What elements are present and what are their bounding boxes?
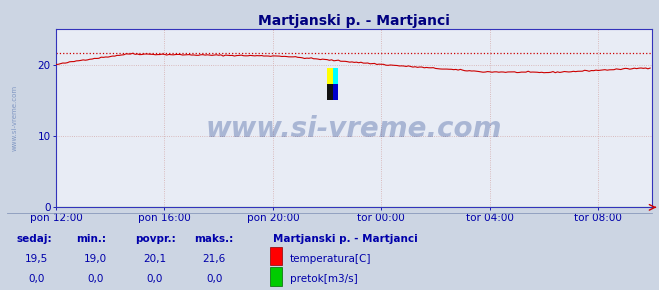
Text: min.:: min.: — [76, 234, 106, 244]
Text: 20,1: 20,1 — [143, 254, 167, 264]
Text: 19,0: 19,0 — [84, 254, 107, 264]
Bar — [328, 68, 333, 84]
Text: maks.:: maks.: — [194, 234, 234, 244]
Bar — [333, 84, 338, 100]
Text: 0,0: 0,0 — [147, 274, 163, 284]
Title: Martjanski p. - Martjanci: Martjanski p. - Martjanci — [258, 14, 450, 28]
Text: temperatura[C]: temperatura[C] — [290, 254, 372, 264]
Text: 21,6: 21,6 — [202, 254, 226, 264]
Text: sedaj:: sedaj: — [16, 234, 52, 244]
Text: www.si-vreme.com: www.si-vreme.com — [206, 115, 502, 143]
Text: www.si-vreme.com: www.si-vreme.com — [11, 85, 17, 151]
Text: 19,5: 19,5 — [24, 254, 48, 264]
Text: pretok[m3/s]: pretok[m3/s] — [290, 274, 358, 284]
Text: 0,0: 0,0 — [28, 274, 44, 284]
Text: 0,0: 0,0 — [206, 274, 222, 284]
Bar — [328, 84, 333, 100]
Text: povpr.:: povpr.: — [135, 234, 176, 244]
Text: 0,0: 0,0 — [88, 274, 103, 284]
Text: Martjanski p. - Martjanci: Martjanski p. - Martjanci — [273, 234, 418, 244]
Bar — [333, 68, 338, 84]
